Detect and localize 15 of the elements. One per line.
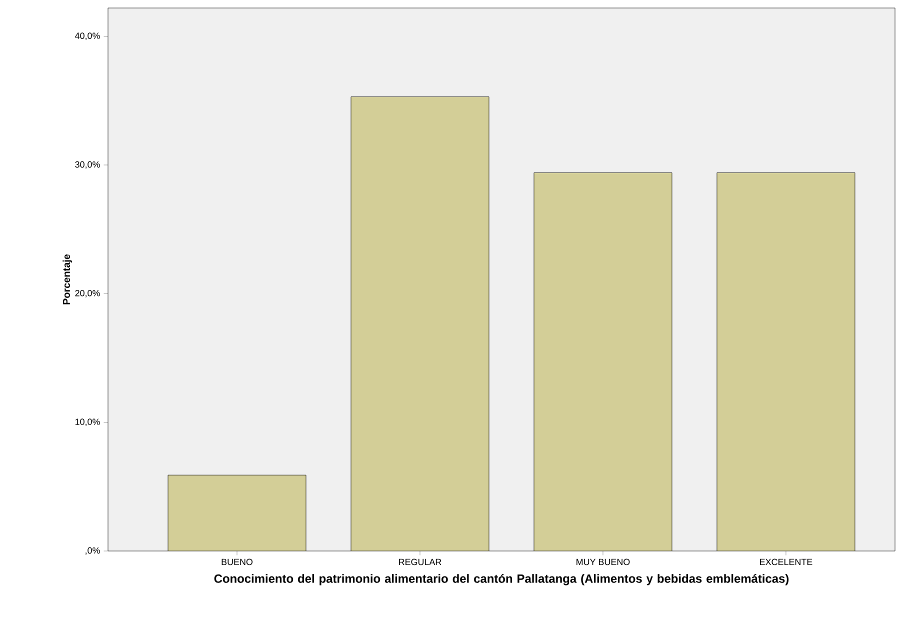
y-tick-label: ,0% (86, 547, 100, 555)
y-tick-label: 10,0% (75, 418, 100, 426)
x-tick-label: MUY BUENO (576, 558, 630, 566)
x-tick-label: BUENO (222, 558, 253, 566)
x-tick-label: REGULAR (399, 558, 442, 566)
y-tick-label: 30,0% (75, 161, 100, 169)
bar (716, 172, 856, 551)
bar (350, 96, 490, 551)
y-axis-title: Porcentaje (62, 254, 72, 304)
bar (168, 474, 306, 551)
x-tick-label: EXCELENTE (760, 558, 812, 566)
x-axis-title: Conocimiento del patrimonio alimentario del cantón Pallatanga (Alimentos y bebidas emblemáticas) (214, 574, 789, 586)
y-tick-label: 20,0% (75, 290, 100, 298)
y-tick-label: 40,0% (75, 32, 100, 40)
bar (534, 172, 672, 551)
